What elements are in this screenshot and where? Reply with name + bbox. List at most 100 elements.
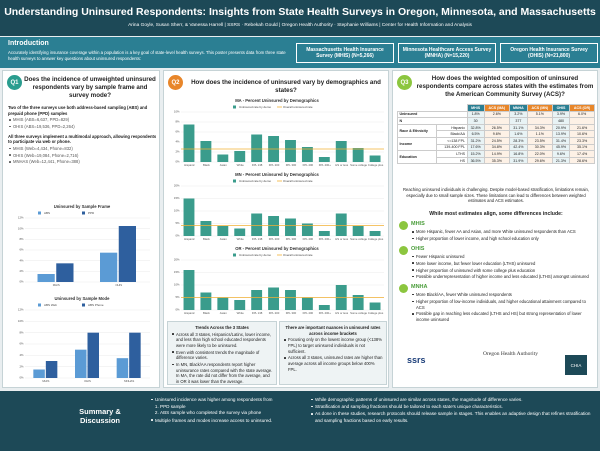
legend-label: ABS Web — [44, 303, 57, 307]
cell: 28.3% — [508, 136, 528, 145]
bar — [183, 198, 195, 236]
chart-host: Uninsured by Sample Mode ABS Web ABS Phone… — [11, 295, 153, 390]
bar — [369, 155, 381, 162]
row-label: <=138 FPL — [436, 136, 468, 145]
group-cell: Income — [396, 136, 438, 152]
bar — [335, 213, 347, 236]
cell: 45.9% — [551, 143, 571, 152]
bullet-list: More Hispanic, fewer AA and Asian, and m… — [411, 229, 595, 241]
cell: 13.9% — [551, 130, 571, 138]
group-icon — [399, 245, 408, 255]
y-tick-label: 0% — [175, 160, 180, 164]
trends-box: Trends Across the 3 States Across all 3 … — [167, 321, 277, 385]
bullet-list: More Black/AA, fewer White uninsured res… — [411, 292, 595, 322]
q2-panel: Q2 How does the incidence of uninsured v… — [163, 70, 389, 388]
q3-lead: While most estimates align, some differe… — [429, 211, 563, 217]
y-tick-label: 5% — [175, 221, 180, 225]
box-heading: There are important nuances in uninsured… — [285, 325, 381, 336]
question: Does the incidence of unweighted uninsur… — [24, 76, 156, 99]
group: OHIS Fewer Hispanic uninsured More lower i… — [397, 245, 595, 280]
cell: 23.5% — [526, 136, 553, 145]
row-label: Black/AA — [436, 130, 468, 138]
x-tick-label: Some college — [350, 163, 367, 167]
x-tick-label: FPL 400 — [303, 311, 314, 315]
x-tick-label: FPL 138 — [252, 163, 263, 167]
legend-swatch — [38, 211, 41, 215]
bar — [118, 226, 136, 282]
y-tick-label: 20% — [174, 184, 180, 188]
y-tick-label: 0% — [19, 376, 24, 380]
bar — [369, 231, 381, 236]
x-tick-label: Hispanic — [184, 237, 195, 241]
numbered-item: PPD sample — [160, 404, 300, 410]
header: Understanding Uninsured Respondents: Ins… — [0, 0, 600, 36]
paragraph: Two of the three surveys use both addres… — [8, 105, 148, 116]
bullet: MHIS (Web=4,434, Phone=832) — [8, 146, 158, 152]
cell: 3.9% — [551, 110, 571, 119]
badge: Q2 — [168, 75, 183, 90]
x-tick-label: FPL 400+ — [319, 163, 331, 167]
badge: Q1 — [7, 75, 22, 90]
intro-heading: Introduction — [8, 40, 49, 47]
group-heading: MNHA — [411, 283, 428, 290]
bullet: In MN, Black/AA respondents report highe… — [171, 362, 273, 385]
bullet-list: Fewer Hispanic uninsured More lower incom… — [411, 254, 595, 280]
question: How does the incidence of uninsured vary… — [191, 79, 381, 94]
x-tick-label: Asian — [220, 311, 227, 315]
authors: Arina Goyle, Susan Sherr, & Vanessa Harr… — [128, 23, 472, 28]
chart-title: OR - Percent Uninsured by Demographics — [235, 246, 319, 251]
x-tick-label: Asian — [220, 163, 227, 167]
cell: 9.6% — [551, 150, 571, 158]
bar — [234, 228, 246, 236]
y-tick-label: 15% — [174, 196, 180, 200]
x-tick-label: MNHAS — [124, 379, 134, 383]
bar — [45, 361, 58, 378]
table-row: Education LTHS 15.2% 14.9% 16.8% 22.0% 9.6% 17.… — [396, 150, 595, 165]
column-header: OHIS — [551, 104, 571, 112]
legend-label: Overall uninsured rate — [283, 105, 313, 109]
bar — [37, 274, 55, 282]
composition-table: MHIS ACS (MA) MNHA ACS (MN) OHIS ACS (OR) Unin… — [396, 104, 595, 165]
q3-panel: Q3 How does the weighted composition of … — [392, 70, 598, 388]
y-tick-label: 8% — [19, 237, 24, 241]
bar — [200, 221, 212, 236]
bullet: Focusing only on the lowest income group… — [283, 337, 383, 354]
row-label: HS — [436, 156, 468, 165]
q3-paragraph: Reaching uninsured individuals is challe… — [403, 187, 589, 204]
paragraph: All three surveys implement a multimodal… — [8, 133, 157, 145]
bar — [335, 141, 347, 162]
y-tick-label: 4% — [175, 140, 180, 144]
cell: 1.8% — [466, 110, 485, 119]
summary: Summary & Discussion Uninsured incidence… — [0, 391, 600, 451]
y-tick-label: 15% — [174, 270, 180, 274]
group-icon — [399, 283, 408, 293]
cell: 15.2% — [466, 150, 485, 158]
bullet: OHIS (Web=19,084, Phone=2,716) — [8, 153, 158, 159]
cell: 6.0% — [569, 110, 595, 119]
bullet: More lower income, but fewer lower educa… — [411, 261, 595, 267]
cell: 30 — [466, 117, 485, 125]
cell: 29.6% — [526, 156, 553, 165]
survey-box: Minnesota Healthcare Access Survey (MNHA… — [398, 43, 496, 63]
group: MNHA More Black/AA, fewer White uninsured… — [397, 283, 595, 323]
cell: 17.4% — [569, 150, 595, 158]
logo: Oregon Health Authority — [483, 351, 538, 357]
cell: 35.3% — [483, 156, 510, 165]
x-tick-label: MHIS — [42, 379, 49, 383]
legend-label: ABS — [44, 211, 50, 215]
chart-title: MA - Percent Uninsured by Demographics — [235, 98, 319, 103]
y-tick-label: 10% — [174, 110, 180, 114]
y-tick-label: 6% — [175, 130, 180, 134]
bullet: OHIS (ABS=19,536, PPD=2,264) — [8, 124, 158, 130]
y-tick-label: 8% — [19, 330, 24, 334]
x-tick-label: HS or less — [335, 163, 349, 167]
group-heading: OHIS — [411, 245, 425, 252]
chart-host: OR - Percent Uninsured by Demographics Un… — [167, 245, 387, 322]
bullet: Stratification and sampling fractions sh… — [310, 404, 595, 410]
y-tick-label: 10% — [18, 226, 24, 230]
bar — [268, 216, 280, 236]
bullet: Higher proportion of uninsured with some… — [411, 268, 595, 274]
bar — [33, 369, 45, 378]
y-tick-label: 4% — [19, 353, 24, 357]
